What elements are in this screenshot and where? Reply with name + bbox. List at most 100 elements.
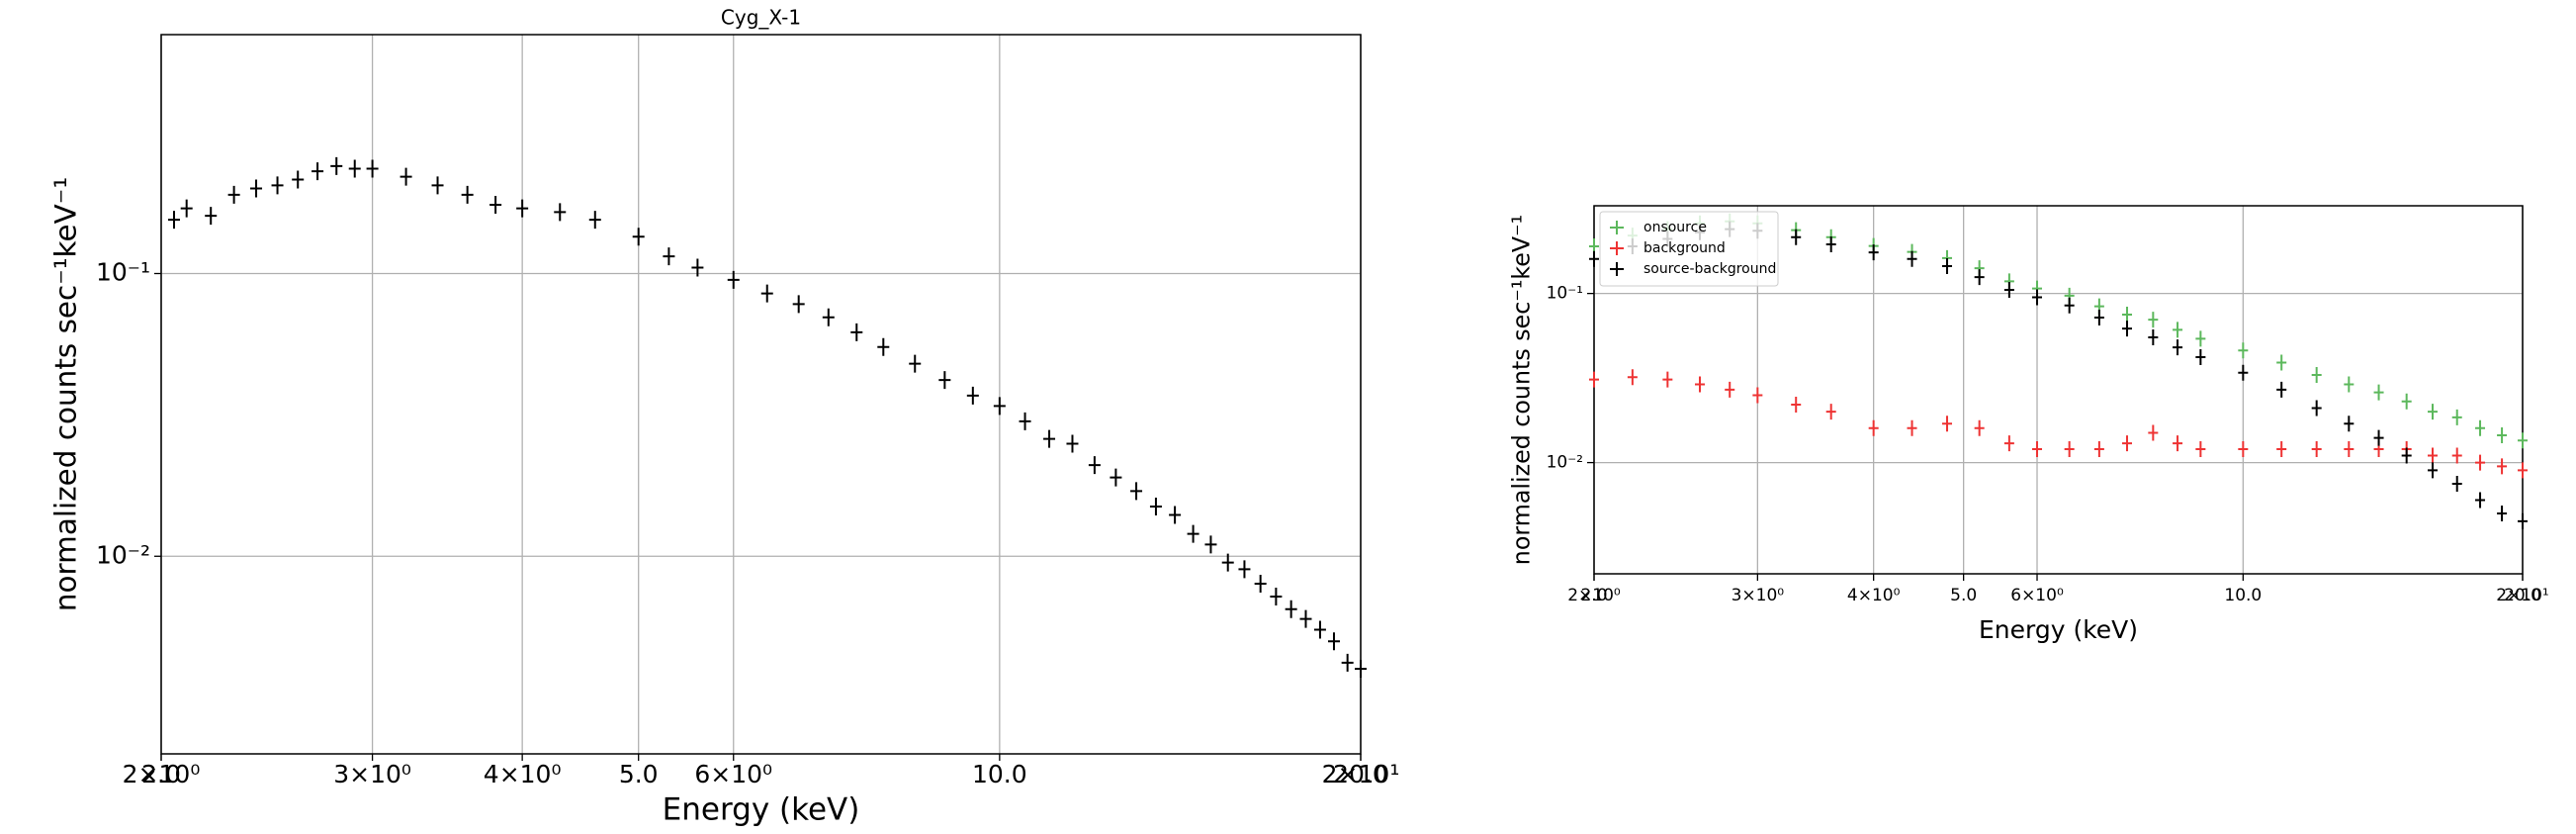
legend-label: source-background xyxy=(1643,261,1776,277)
legend-marker xyxy=(1610,221,1624,234)
data-point xyxy=(1313,620,1326,639)
data-point xyxy=(1327,632,1340,651)
data-point xyxy=(2148,329,2159,346)
data-point xyxy=(2276,354,2287,371)
data-point xyxy=(2373,384,2384,401)
data-point xyxy=(2032,441,2043,458)
data-point xyxy=(2173,339,2183,356)
data-point xyxy=(516,199,529,218)
x-tick-label: 4×10⁰ xyxy=(1847,586,1901,605)
plot-frame xyxy=(160,34,1362,755)
data-point xyxy=(2173,322,2183,338)
data-point xyxy=(489,196,502,215)
data-point xyxy=(2311,400,2322,417)
data-point xyxy=(966,386,979,405)
data-point xyxy=(1043,429,1056,448)
data-point xyxy=(1942,258,1953,275)
data-point xyxy=(554,203,567,222)
data-point xyxy=(632,228,645,246)
data-point xyxy=(1825,236,1836,253)
data-point xyxy=(2497,506,2508,522)
data-point xyxy=(2122,306,2133,323)
data-point xyxy=(400,167,412,186)
data-point xyxy=(2238,441,2249,458)
data-point xyxy=(1110,468,1122,487)
y-axis-label: normalized counts sec⁻¹keV⁻¹ xyxy=(49,177,83,611)
data-point xyxy=(1907,419,1917,436)
data-point xyxy=(2451,475,2462,492)
data-point xyxy=(2451,409,2462,425)
data-point xyxy=(2401,393,2412,410)
data-point xyxy=(2148,312,2159,328)
data-point xyxy=(993,397,1006,416)
data-point xyxy=(1694,376,1705,393)
data-point xyxy=(1270,588,1283,606)
x-tick-label: 3×10⁰ xyxy=(1732,586,1785,605)
data-point xyxy=(822,308,835,326)
data-point xyxy=(205,207,218,226)
legend-box xyxy=(1599,211,1779,287)
data-point xyxy=(1974,269,1985,286)
data-point xyxy=(1662,371,1673,388)
x-tick-label: 2×10¹ xyxy=(2496,586,2549,605)
data-point xyxy=(2195,330,2206,347)
x-tick-label: 6×10⁰ xyxy=(2010,586,2064,605)
y-tick-label: 10⁻² xyxy=(96,540,150,569)
data-point xyxy=(2475,419,2486,436)
data-point xyxy=(2122,435,2133,452)
data-point xyxy=(1204,535,1217,554)
legend-marker xyxy=(1610,262,1624,276)
data-point xyxy=(1130,482,1143,501)
x-tick-label: 20.0 xyxy=(2504,586,2541,605)
data-point xyxy=(311,162,324,181)
data-point xyxy=(2518,462,2528,479)
data-point xyxy=(292,170,305,189)
x-tick-label: 20.0 xyxy=(1333,760,1388,788)
data-point xyxy=(691,258,704,277)
data-point xyxy=(727,270,740,289)
data-point xyxy=(271,176,284,195)
data-point xyxy=(2093,310,2104,326)
data-point xyxy=(2064,441,2075,458)
data-point xyxy=(1341,653,1354,672)
data-point xyxy=(2195,349,2206,366)
data-point xyxy=(2475,454,2486,471)
data-point xyxy=(2428,462,2438,479)
data-point xyxy=(938,371,951,390)
data-point xyxy=(909,354,922,373)
data-point xyxy=(2064,297,2075,314)
data-point xyxy=(250,179,263,198)
data-point xyxy=(877,337,890,356)
y-axis-label: normalized counts sec⁻¹keV⁻¹ xyxy=(1508,215,1536,565)
data-point xyxy=(1791,229,1802,245)
data-point xyxy=(1285,600,1297,618)
data-point xyxy=(2518,512,2528,529)
data-point xyxy=(1589,250,1599,267)
data-point xyxy=(792,295,805,314)
x-tick-label: 10.0 xyxy=(2224,586,2262,605)
data-point xyxy=(2122,321,2133,337)
plot-frame xyxy=(1593,205,2524,575)
data-point xyxy=(2373,429,2384,446)
data-point xyxy=(2032,289,2043,306)
data-point xyxy=(1974,419,1985,436)
data-point xyxy=(1791,397,1802,414)
data-point xyxy=(1019,412,1031,430)
data-point xyxy=(1254,574,1267,593)
data-point xyxy=(2276,441,2287,458)
data-point xyxy=(1169,506,1182,524)
data-point xyxy=(1066,434,1079,453)
x-axis-label: Energy (keV) xyxy=(1979,615,2138,644)
x-tick-label: 2.0 xyxy=(1580,586,1607,605)
x-tick-label: 2×10¹ xyxy=(1322,760,1400,788)
data-point xyxy=(180,199,193,218)
data-point xyxy=(2497,427,2508,444)
data-point xyxy=(2428,447,2438,464)
data-point xyxy=(663,247,675,266)
x-tick-label: 10.0 xyxy=(972,760,1027,788)
data-point xyxy=(1149,497,1162,515)
data-point xyxy=(2093,441,2104,458)
data-point xyxy=(227,185,240,204)
x-tick-label: 5.0 xyxy=(619,760,659,788)
